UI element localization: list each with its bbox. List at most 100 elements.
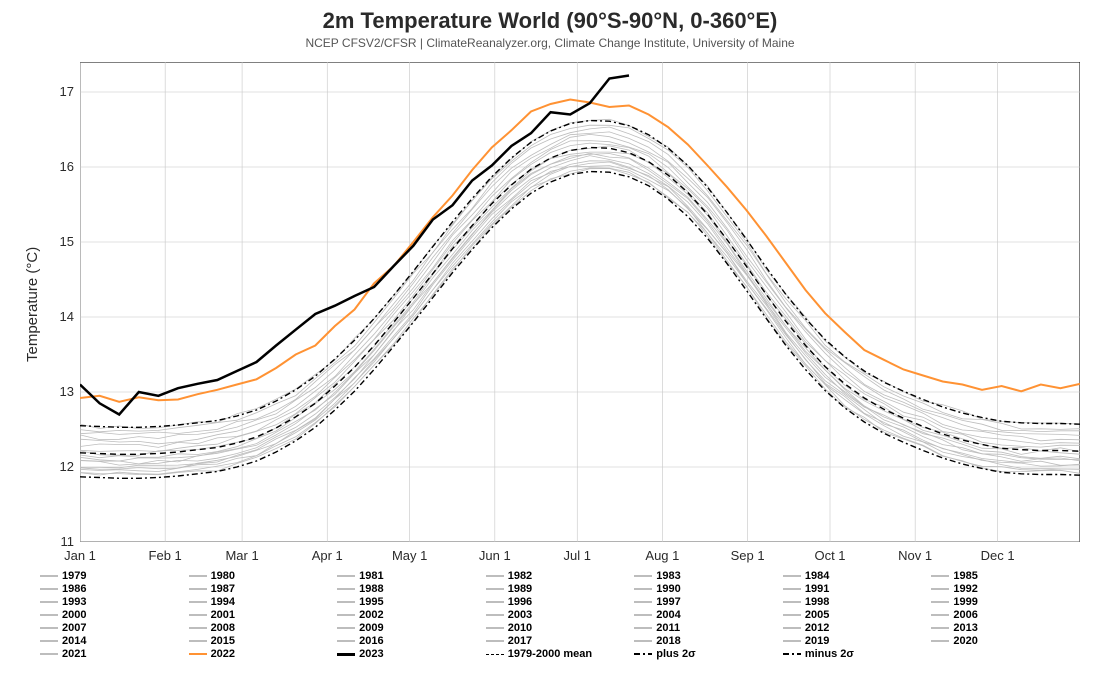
legend-swatch bbox=[486, 654, 504, 655]
legend-label: 2000 bbox=[62, 609, 86, 621]
legend-label: 2015 bbox=[211, 635, 235, 647]
x-tick: Feb 1 bbox=[140, 548, 190, 563]
legend-swatch bbox=[783, 614, 801, 616]
legend-label: 1994 bbox=[211, 596, 235, 608]
legend-label: 1982 bbox=[508, 570, 532, 582]
legend-label: minus 2σ bbox=[805, 648, 854, 660]
legend-item: 1996 bbox=[486, 596, 635, 608]
legend-swatch bbox=[189, 575, 207, 577]
legend-swatch bbox=[189, 627, 207, 629]
legend-swatch bbox=[189, 653, 207, 655]
legend-item: 2022 bbox=[189, 648, 338, 660]
y-tick: 15 bbox=[46, 234, 74, 249]
legend-item: 2005 bbox=[783, 609, 932, 621]
legend-item: 1982 bbox=[486, 570, 635, 582]
legend-swatch bbox=[634, 627, 652, 629]
legend-label: 2007 bbox=[62, 622, 86, 634]
x-tick: Jan 1 bbox=[55, 548, 105, 563]
legend-label: 1993 bbox=[62, 596, 86, 608]
legend-swatch bbox=[189, 588, 207, 590]
y-tick: 16 bbox=[46, 159, 74, 174]
x-tick: Jun 1 bbox=[470, 548, 520, 563]
legend-item: 2000 bbox=[40, 609, 189, 621]
legend-swatch bbox=[40, 640, 58, 642]
legend-item: 2006 bbox=[931, 609, 1080, 621]
legend-label: 1980 bbox=[211, 570, 235, 582]
legend-label: 2011 bbox=[656, 622, 680, 634]
legend-label: 2004 bbox=[656, 609, 680, 621]
legend-item: 2021 bbox=[40, 648, 189, 660]
legend-label: 1989 bbox=[508, 583, 532, 595]
legend-swatch bbox=[634, 601, 652, 603]
legend-label: 2017 bbox=[508, 635, 532, 647]
y-tick: 17 bbox=[46, 84, 74, 99]
legend-swatch bbox=[189, 640, 207, 642]
legend-swatch bbox=[337, 601, 355, 603]
legend-item: 2018 bbox=[634, 635, 783, 647]
legend-swatch bbox=[337, 640, 355, 642]
legend-label: 2018 bbox=[656, 635, 680, 647]
legend-item: 1981 bbox=[337, 570, 486, 582]
legend-item: 2016 bbox=[337, 635, 486, 647]
legend-item: minus 2σ bbox=[783, 648, 932, 660]
legend-swatch bbox=[634, 588, 652, 590]
legend-label: 2023 bbox=[359, 648, 383, 660]
legend-item: 2001 bbox=[189, 609, 338, 621]
legend-label: plus 2σ bbox=[656, 648, 695, 660]
legend-label: 2006 bbox=[953, 609, 977, 621]
legend-swatch bbox=[40, 653, 58, 655]
legend-item: 1984 bbox=[783, 570, 932, 582]
legend-item: 1979 bbox=[40, 570, 189, 582]
legend-label: 1985 bbox=[953, 570, 977, 582]
legend-swatch bbox=[783, 627, 801, 629]
legend-item: 2007 bbox=[40, 622, 189, 634]
legend-swatch bbox=[783, 588, 801, 590]
legend-label: 1997 bbox=[656, 596, 680, 608]
legend-label: 1981 bbox=[359, 570, 383, 582]
legend-label: 2012 bbox=[805, 622, 829, 634]
legend-label: 1991 bbox=[805, 583, 829, 595]
legend-swatch bbox=[486, 588, 504, 590]
legend-item: 1997 bbox=[634, 596, 783, 608]
legend-label: 2016 bbox=[359, 635, 383, 647]
legend-item: 2011 bbox=[634, 622, 783, 634]
legend-item: 1987 bbox=[189, 583, 338, 595]
y-tick: 13 bbox=[46, 384, 74, 399]
legend-swatch bbox=[783, 653, 801, 655]
legend-item: 2002 bbox=[337, 609, 486, 621]
legend-label: 1988 bbox=[359, 583, 383, 595]
legend-swatch bbox=[40, 601, 58, 603]
legend-label: 2019 bbox=[805, 635, 829, 647]
legend-swatch bbox=[931, 640, 949, 642]
legend-swatch bbox=[783, 601, 801, 603]
legend-item: 1983 bbox=[634, 570, 783, 582]
legend-label: 1992 bbox=[953, 583, 977, 595]
legend-swatch bbox=[931, 575, 949, 577]
legend-label: 2021 bbox=[62, 648, 86, 660]
y-tick: 11 bbox=[46, 534, 74, 549]
legend-label: 1999 bbox=[953, 596, 977, 608]
legend-swatch bbox=[337, 627, 355, 629]
legend-label: 2022 bbox=[211, 648, 235, 660]
legend-label: 2003 bbox=[508, 609, 532, 621]
legend-swatch bbox=[931, 601, 949, 603]
legend-swatch bbox=[486, 575, 504, 577]
legend-swatch bbox=[40, 627, 58, 629]
legend-item: plus 2σ bbox=[634, 648, 783, 660]
legend-swatch bbox=[486, 640, 504, 642]
legend-label: 2010 bbox=[508, 622, 532, 634]
legend-label: 1979-2000 mean bbox=[508, 648, 592, 660]
legend-item: 1985 bbox=[931, 570, 1080, 582]
legend-item: 1995 bbox=[337, 596, 486, 608]
legend-swatch bbox=[634, 614, 652, 616]
legend-label: 2002 bbox=[359, 609, 383, 621]
legend-label: 1998 bbox=[805, 596, 829, 608]
chart-plot-area bbox=[80, 62, 1080, 542]
legend-label: 1983 bbox=[656, 570, 680, 582]
subtitle: NCEP CFSV2/CFSR | ClimateReanalyzer.org,… bbox=[0, 36, 1100, 50]
legend-swatch bbox=[337, 653, 355, 656]
legend-item: 2012 bbox=[783, 622, 932, 634]
legend-swatch bbox=[40, 575, 58, 577]
legend-swatch bbox=[931, 627, 949, 629]
legend-item: 1988 bbox=[337, 583, 486, 595]
